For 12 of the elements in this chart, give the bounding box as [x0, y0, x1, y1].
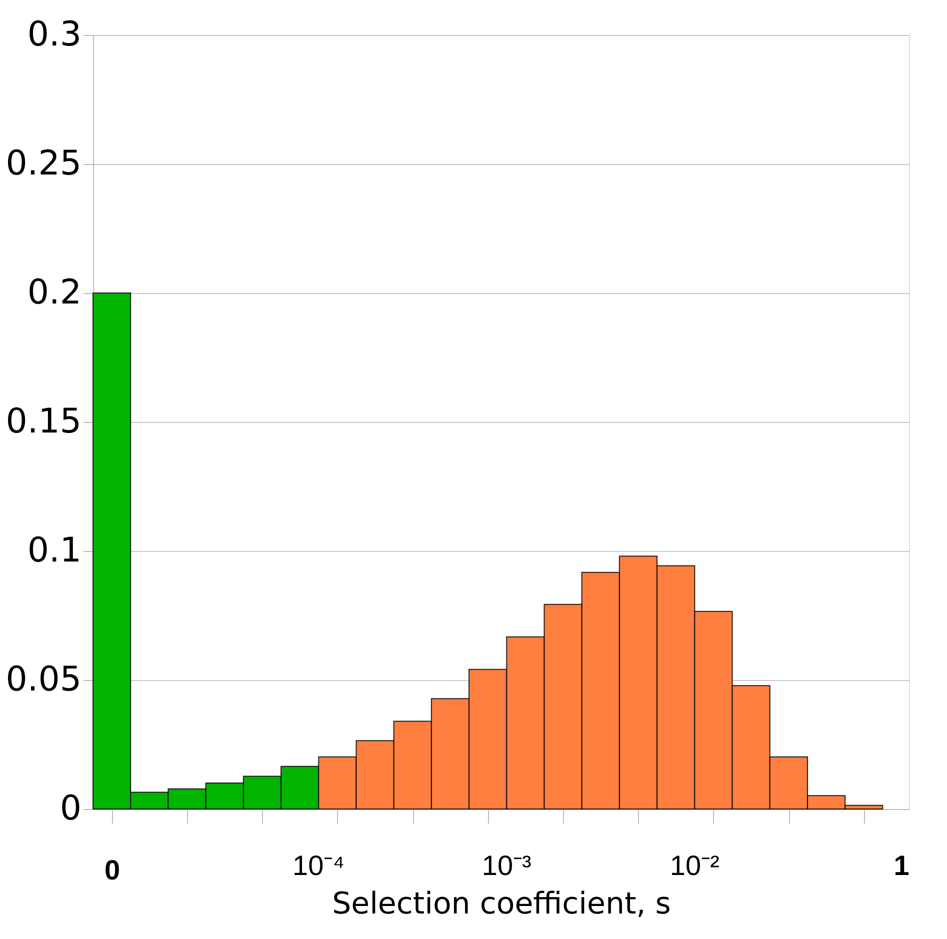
y-tick-label: 0.3: [27, 14, 82, 54]
text: 10⁻⁴: [292, 850, 345, 881]
y-tick-label: 0.15: [6, 402, 82, 442]
y-tick-label: 0.05: [6, 660, 82, 700]
text: 1: [894, 850, 910, 881]
x-axis-title: Selection coefficient, s: [332, 886, 671, 922]
y-tick-label: 0.1: [27, 530, 82, 570]
y-tick-label: 0.25: [6, 144, 82, 184]
y-tick-label: 0.2: [27, 272, 82, 312]
y-tick-label: 0: [60, 788, 82, 828]
text: 10⁻²: [670, 850, 720, 881]
text: 10⁻³: [482, 850, 532, 881]
